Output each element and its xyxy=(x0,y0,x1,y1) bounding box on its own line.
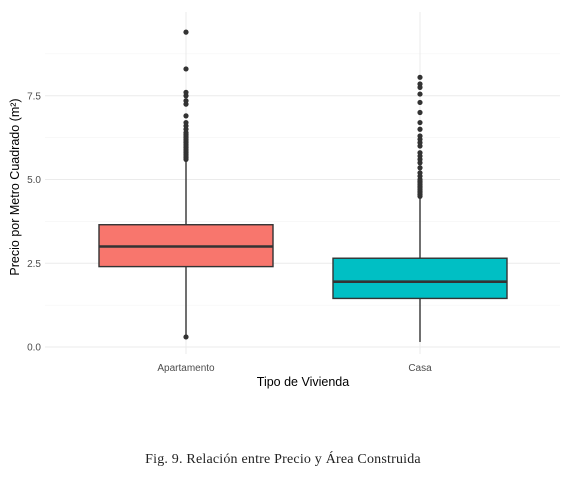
y-axis-title: Precio por Metro Cuadrado (m²) xyxy=(8,98,22,275)
box-group xyxy=(98,29,274,340)
figure-caption: Fig. 9. Relación entre Precio y Área Con… xyxy=(145,452,421,467)
x-tick-label: Casa xyxy=(408,363,432,374)
y-tick-label: 0.0 xyxy=(27,343,41,354)
outlier-point xyxy=(417,165,423,171)
box-group xyxy=(332,74,508,342)
outlier-point xyxy=(183,119,189,126)
outlier-point xyxy=(183,334,189,340)
tick-labels: 0.0 2.5 5.0 7.5 Apartamento Casa xyxy=(27,91,432,374)
y-tick-label: 2.5 xyxy=(27,259,41,270)
boxes xyxy=(98,29,508,342)
y-tick-label: 7.5 xyxy=(27,91,41,102)
outlier-point xyxy=(183,89,189,95)
outlier-point xyxy=(417,99,423,106)
outlier-point xyxy=(417,170,423,176)
grid-lines xyxy=(45,12,560,354)
outlier-point xyxy=(417,91,423,97)
box-plot: 0.0 2.5 5.0 7.5 Apartamento Casa Tipo de Vivi… xyxy=(8,12,560,389)
x-tick-label: Apartamento xyxy=(157,363,215,374)
outlier-point xyxy=(417,119,423,126)
outlier-point xyxy=(417,81,423,87)
outlier-point xyxy=(183,29,189,35)
outlier-point xyxy=(417,126,423,132)
outlier-point xyxy=(417,133,423,139)
outlier-point xyxy=(183,66,189,72)
outlier-point xyxy=(183,98,189,104)
x-axis-title: Tipo de Vivienda xyxy=(257,375,349,389)
outlier-point xyxy=(417,150,423,156)
outlier-point xyxy=(417,74,423,80)
y-tick-label: 5.0 xyxy=(27,175,41,186)
box-body xyxy=(332,257,508,300)
outlier-point xyxy=(417,109,423,116)
outlier-point xyxy=(183,113,189,119)
